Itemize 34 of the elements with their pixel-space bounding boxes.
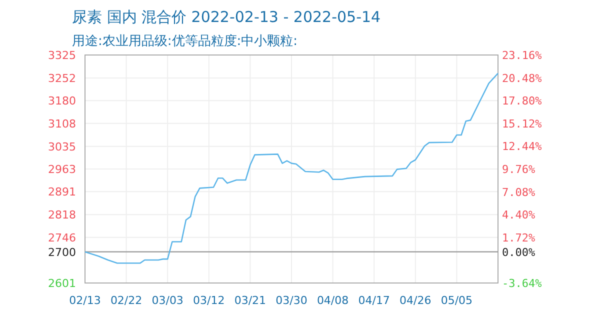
x-tick-label: 04/17 [358,294,390,307]
y-tick-label: 3180 [48,94,76,108]
x-tick-label: 05/05 [440,294,473,307]
y2-tick-label: 17.80% [502,94,542,108]
x-tick-label: 03/30 [276,294,308,307]
y-tick-label: 3325 [48,49,76,62]
x-tick-label: 03/21 [234,294,266,307]
y2-tick-label: 1.72% [502,231,536,244]
chart-subtitle: 用途:农业用品级:优等品粒度:中小颗粒: [72,33,298,49]
y2-tick-label: 0.00% [502,246,536,260]
x-tick-label: 04/26 [400,294,432,307]
y-tick-label: 2818 [48,208,76,222]
y2-tick-label: 23.16% [502,49,542,62]
y2-tick-label: 7.08% [502,186,536,199]
y2-tick-label: 20.48% [502,72,542,85]
y-tick-label: 3252 [48,72,76,85]
y-tick-label: 2700 [48,246,76,259]
x-tick-label: 02/13 [69,294,101,307]
y-tick-label: 2963 [48,163,76,176]
y2-tick-label: 12.44% [502,140,542,154]
y2-tick-label: 15.12% [502,117,542,130]
y-tick-label: 3108 [48,117,76,130]
x-tick-label: 02/22 [110,294,142,307]
y-tick-label: 2891 [48,186,76,199]
x-tick-label: 03/03 [152,294,184,307]
y2-tick-label: 9.76% [502,163,536,176]
x-tick-label: 03/12 [193,294,225,307]
y2-tick-label: 4.40% [502,208,536,222]
y-tick-label: 3035 [48,140,76,154]
y-tick-label: 2601 [48,277,76,290]
y-tick-label: 2746 [48,231,76,244]
chart-title: 尿素 国内 混合价 2022-02-13 - 2022-05-14 [72,8,381,26]
y2-tick-label: -3.64% [502,277,542,290]
x-tick-label: 04/08 [316,294,349,307]
